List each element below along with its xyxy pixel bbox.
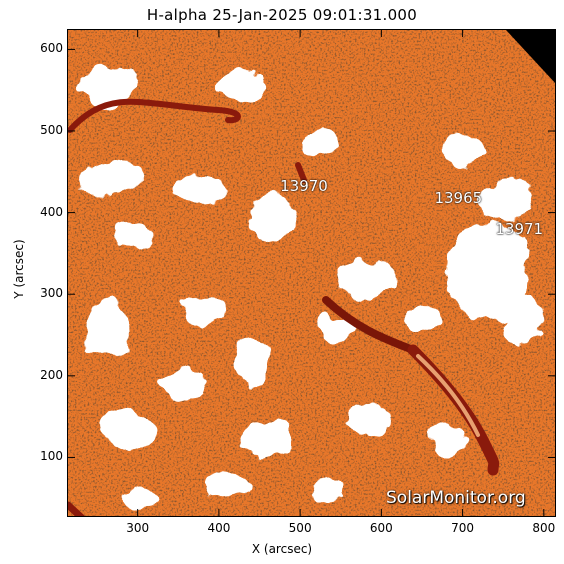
active-region-label: 13965: [434, 188, 483, 207]
x-tick-label: 500: [288, 521, 312, 535]
filaments: [68, 98, 500, 516]
y-tick-label: 600: [40, 41, 63, 56]
y-axis-label: Y (arcsec): [12, 239, 26, 299]
active-region-label: 13970: [280, 177, 328, 196]
plage-areas: [80, 68, 543, 512]
x-tick-label: 400: [207, 521, 231, 535]
x-tick-label: 800: [532, 521, 556, 535]
x-axis-label: X (arcsec): [251, 542, 313, 556]
halpha-map: [67, 29, 556, 517]
x-tick-label: 700: [451, 521, 475, 535]
y-tick-label: 200: [40, 367, 63, 382]
x-tick-label: 300: [126, 521, 150, 535]
y-tick-label: 500: [40, 123, 63, 137]
chart-title: H-alpha 25-Jan-2025 09:01:31.000: [146, 6, 418, 24]
y-tick-label: 300: [40, 286, 63, 301]
watermark-logo: SolarMonitor.org: [386, 488, 526, 508]
y-tick-label: 100: [40, 449, 63, 464]
active-region-label: 13971: [495, 219, 544, 238]
off-limb-sky: [506, 30, 555, 83]
x-tick-label: 600: [369, 521, 393, 535]
y-tick-label: 400: [40, 204, 63, 219]
halpha-image: [68, 30, 555, 516]
